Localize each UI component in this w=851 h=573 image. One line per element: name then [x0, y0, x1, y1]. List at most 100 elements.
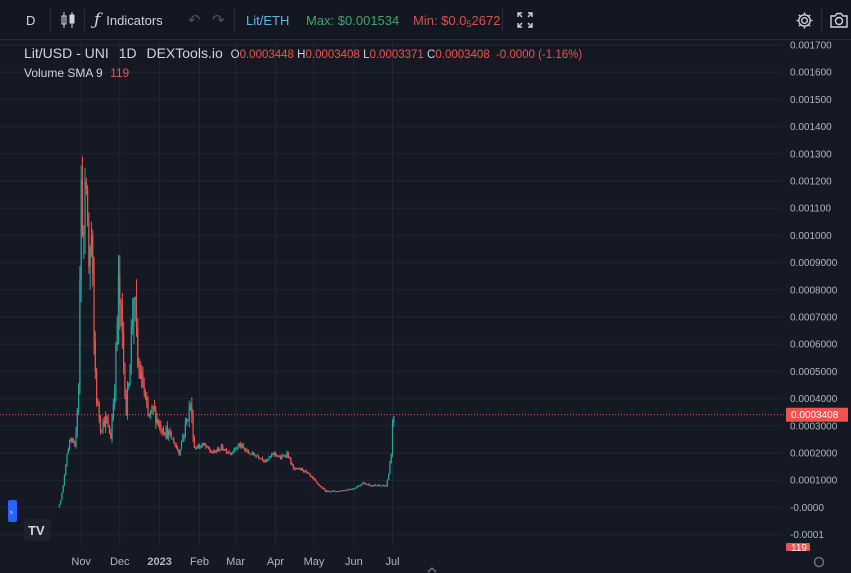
min-value: $0.0: [441, 13, 466, 28]
candle-body: [286, 452, 287, 456]
candle: [93, 257, 94, 355]
candle-body: [199, 446, 200, 447]
candle-body: [293, 465, 294, 469]
candle-body: [82, 179, 83, 235]
candle: [230, 452, 231, 454]
candle-body: [151, 406, 152, 410]
candle-body: [382, 486, 383, 487]
tradingview-logo[interactable]: TV: [24, 519, 51, 541]
candle: [128, 382, 129, 390]
pair-text: Lit/ETH: [246, 13, 289, 28]
candle: [362, 482, 363, 485]
candle: [131, 319, 132, 375]
fullscreen-button[interactable]: [516, 0, 534, 40]
candle: [263, 460, 264, 463]
candle-body: [147, 404, 148, 416]
candle: [201, 443, 202, 448]
candle-body: [220, 449, 221, 451]
candle: [165, 425, 166, 440]
redo-button[interactable]: ↷: [212, 0, 225, 40]
candle-body: [159, 425, 160, 426]
candle: [303, 470, 304, 473]
candle: [311, 476, 312, 478]
candle: [243, 443, 244, 449]
candle: [380, 485, 381, 486]
candle-body: [365, 483, 366, 484]
symbol-name[interactable]: Lit/USD - UNI: [24, 45, 109, 61]
chart-type-button[interactable]: [59, 0, 77, 40]
candle: [118, 255, 119, 344]
candle: [83, 225, 84, 259]
candle: [297, 468, 298, 470]
candle: [266, 459, 267, 463]
time-tick-label: May: [304, 556, 325, 568]
candle-body: [104, 421, 105, 426]
volume-badge-text: 119: [791, 543, 807, 554]
candle: [109, 425, 110, 434]
candle: [217, 447, 218, 452]
candle: [324, 488, 325, 491]
candle: [317, 482, 318, 485]
screenshot-button[interactable]: [829, 0, 849, 40]
undo-button[interactable]: ↶: [188, 0, 201, 40]
price-chart[interactable]: 0.001700 0.001600 0.001500 0.001400 0.001300…: [0, 41, 851, 573]
time-tick-label: Apr: [267, 556, 284, 568]
candle-body: [326, 491, 327, 492]
candle: [308, 473, 309, 475]
candle-body: [205, 445, 206, 447]
candle: [378, 484, 379, 486]
volume-label[interactable]: Volume SMA 9: [24, 66, 103, 80]
candle-body: [295, 468, 296, 469]
candle: [78, 383, 79, 415]
undo-icon: ↶: [188, 11, 201, 29]
candle: [106, 414, 107, 423]
candle-body: [181, 442, 182, 449]
candle-body: [342, 491, 343, 492]
candle: [223, 449, 224, 452]
candle: [172, 439, 173, 440]
candle: [320, 485, 321, 487]
candle-body: [155, 410, 156, 423]
candle: [79, 266, 80, 395]
left-scroll-handle[interactable]: ›: [8, 500, 17, 522]
candle: [181, 441, 182, 450]
indicators-button[interactable]: ƒ Indicators: [94, 0, 163, 40]
time-scroll-arrow[interactable]: [428, 568, 436, 572]
candle-body: [321, 487, 322, 489]
interval-selector[interactable]: D: [26, 0, 35, 40]
candle-body: [357, 486, 358, 487]
last-price-marker: 0.0003408: [786, 408, 848, 422]
candle: [126, 389, 127, 416]
interval-label: D: [26, 13, 35, 28]
price-tick-label: 0.0009000: [790, 258, 838, 269]
time-axis[interactable]: Nov Dec 2023 Feb Mar Apr May Jun Jul: [71, 556, 399, 568]
candle-body: [192, 415, 193, 438]
candle: [169, 428, 170, 436]
candle-body: [201, 445, 202, 446]
candle-body: [353, 489, 354, 490]
candle: [207, 446, 208, 448]
candle: [268, 456, 269, 461]
candle-body: [168, 431, 169, 437]
redo-icon: ↷: [212, 11, 225, 29]
price-tick-label: 0.001400: [790, 122, 832, 133]
candle: [59, 505, 60, 508]
candle-body: [375, 485, 376, 486]
candle-body: [214, 450, 215, 451]
pair-label[interactable]: Lit/ETH: [246, 0, 289, 40]
candle-body: [277, 456, 278, 457]
price-axis[interactable]: 0.001700 0.001600 0.001500 0.001400 0.001300…: [790, 41, 838, 541]
candle-body: [328, 491, 329, 492]
candle-body: [241, 445, 242, 447]
settings-button[interactable]: [795, 0, 814, 40]
candle-body: [178, 451, 179, 454]
candle-body: [231, 453, 232, 454]
candle-body: [317, 483, 318, 485]
low-value: 0.0003371: [369, 49, 423, 61]
chart-canvas[interactable]: 0.001700 0.001600 0.001500 0.001400 0.001300…: [0, 41, 851, 573]
candle: [60, 500, 61, 504]
candle: [111, 414, 112, 443]
candle: [357, 485, 358, 487]
axis-settings[interactable]: [815, 558, 824, 567]
candle: [236, 447, 237, 452]
